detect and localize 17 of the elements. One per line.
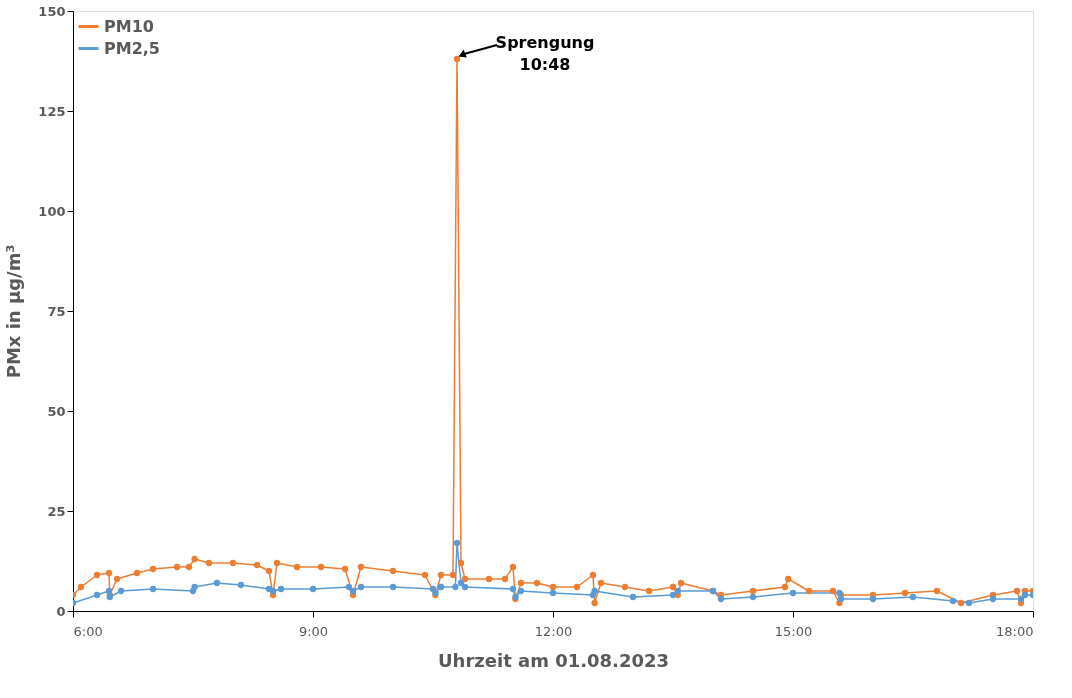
- annotation: Sprengung 10:48: [495, 33, 595, 74]
- x-tick-label: 18:00: [996, 623, 1034, 639]
- y-tick-label: 0: [56, 603, 66, 619]
- legend-label: PM2,5: [104, 38, 160, 58]
- x-tick-label: 15:00: [774, 623, 813, 639]
- x-tick-label: 12:00: [534, 623, 573, 639]
- y-tick-label: 100: [38, 203, 66, 219]
- y-tick-label: 75: [47, 303, 66, 319]
- y-tick-label: 25: [47, 503, 66, 519]
- x-axis-title: Uhrzeit am 01.08.2023: [437, 649, 670, 671]
- y-tick-label: 125: [38, 103, 66, 119]
- x-tick-label: 6:00: [73, 623, 103, 639]
- legend-label: PM10: [104, 16, 154, 36]
- y-axis-title: PMx in µg/m³: [3, 244, 25, 379]
- x-tick-label: 9:00: [298, 623, 329, 639]
- y-tick-label: 150: [38, 3, 66, 19]
- y-tick-label: 50: [47, 403, 66, 419]
